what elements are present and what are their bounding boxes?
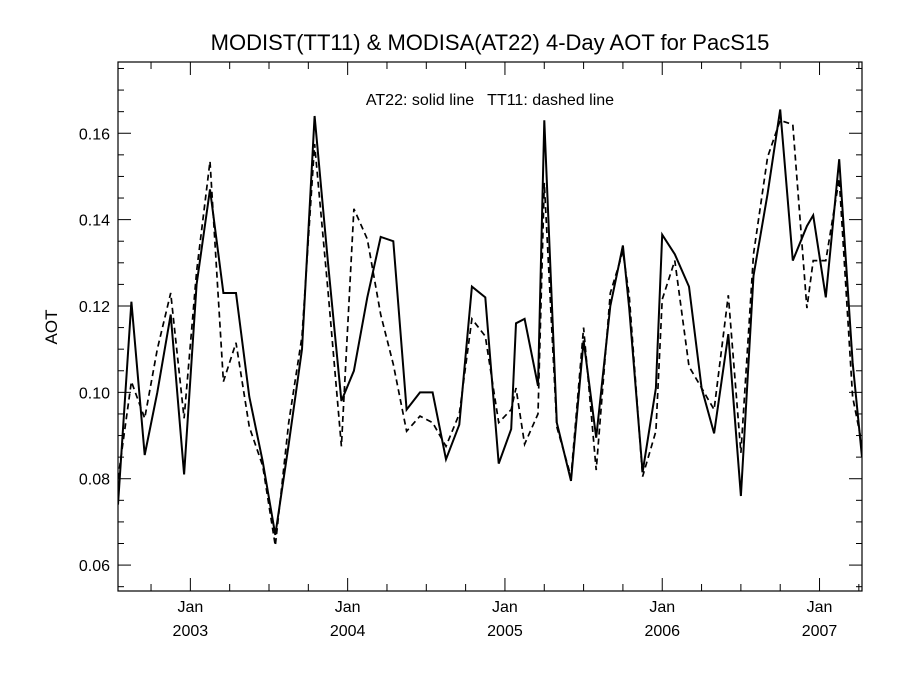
x-tick-label-month: Jan [649, 599, 675, 616]
series-line-tt11 [118, 119, 862, 546]
plot-frame [117, 61, 863, 592]
x-tick-label-year: 2006 [644, 623, 680, 640]
x-tick-label-year: 2005 [487, 623, 523, 640]
x-tick-label-year: 2003 [173, 623, 209, 640]
y-tick-label: 0.06 [79, 558, 110, 575]
series-line-at22 [118, 109, 862, 536]
y-axis: 0.06 0.08 0.10 0.12 0.14 0.16 [79, 67, 862, 588]
x-tick-label-month: Jan [335, 599, 361, 616]
chart-title: MODIST(TT11) & MODISA(AT22) 4-Day AOT fo… [211, 30, 770, 55]
legend-annotation: AT22: solid line TT11: dashed line [366, 92, 614, 109]
x-tick-label-month: Jan [492, 599, 518, 616]
y-tick-label: 0.12 [79, 299, 110, 316]
x-tick-label-month: Jan [177, 599, 203, 616]
x-tick-label-year: 2007 [802, 623, 838, 640]
x-tick-label-year: 2004 [330, 623, 366, 640]
y-tick-label: 0.10 [79, 385, 110, 402]
y-tick-label: 0.14 [79, 213, 110, 230]
plot-border [117, 61, 863, 592]
series-layer [118, 109, 862, 546]
y-axis-label: AOT [42, 310, 61, 345]
y-tick-label: 0.08 [79, 472, 110, 489]
y-tick-label: 0.16 [79, 126, 110, 143]
x-axis: Jan 2003 Jan 2004 Jan 2005 Jan 2006 Jan 2007 [150, 62, 860, 640]
x-tick-label-month: Jan [807, 599, 833, 616]
